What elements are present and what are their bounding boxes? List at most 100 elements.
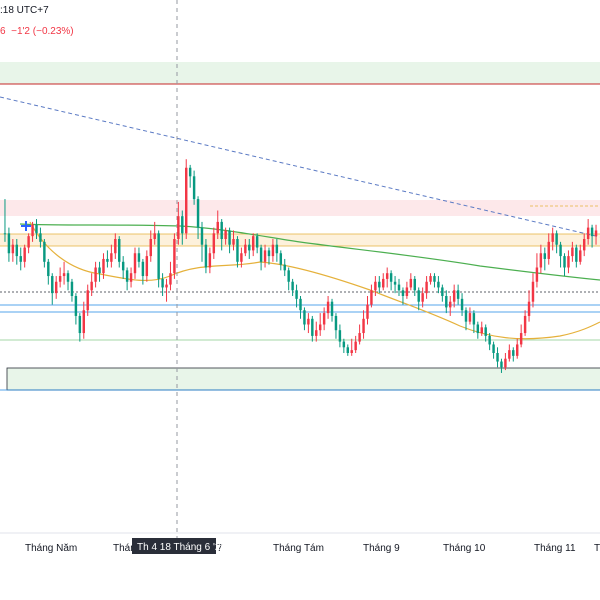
candle-body[interactable] — [240, 253, 243, 262]
candle-body[interactable] — [366, 304, 369, 319]
candle-body[interactable] — [519, 333, 523, 345]
candle-body[interactable] — [177, 216, 180, 239]
candlestick-series[interactable] — [3, 159, 598, 373]
candle-body[interactable] — [551, 233, 554, 242]
candle-body[interactable] — [362, 318, 365, 334]
candle-body[interactable] — [236, 239, 239, 262]
candle-body[interactable] — [165, 284, 168, 288]
candle-body[interactable] — [279, 253, 283, 265]
candle-body[interactable] — [590, 227, 594, 237]
candle-body[interactable] — [110, 253, 113, 262]
candle-body[interactable] — [161, 278, 164, 288]
candle-body[interactable] — [322, 313, 326, 325]
candle-body[interactable] — [547, 241, 550, 259]
candle-body[interactable] — [421, 293, 424, 302]
candle-body[interactable] — [338, 330, 342, 342]
candle-body[interactable] — [78, 315, 82, 334]
candle-body[interactable] — [82, 310, 85, 334]
candle-body[interactable] — [157, 233, 160, 279]
candle-body[interactable] — [220, 221, 223, 239]
candle-body[interactable] — [385, 273, 389, 279]
candle-body[interactable] — [492, 344, 495, 353]
candle-body[interactable] — [255, 236, 259, 248]
candle-body[interactable] — [19, 256, 22, 262]
candle-body[interactable] — [204, 244, 208, 268]
candle-body[interactable] — [330, 301, 334, 316]
candle-body[interactable] — [555, 233, 558, 245]
candle-body[interactable] — [169, 273, 172, 285]
candle-body[interactable] — [62, 273, 66, 277]
candle-body[interactable] — [527, 301, 531, 316]
candle-body[interactable] — [425, 281, 428, 294]
candle-body[interactable] — [571, 247, 574, 257]
candle-body[interactable] — [346, 347, 350, 353]
candle-body[interactable] — [244, 244, 247, 254]
candle-body[interactable] — [248, 244, 251, 251]
candle-body[interactable] — [413, 278, 416, 291]
candle-body[interactable] — [476, 324, 480, 334]
candle-body[interactable] — [259, 247, 263, 262]
candle-body[interactable] — [196, 199, 200, 228]
candle-body[interactable] — [452, 290, 456, 302]
candle-body[interactable] — [149, 239, 152, 257]
candle-body[interactable] — [307, 318, 310, 325]
candle-body[interactable] — [358, 333, 361, 342]
candle-body[interactable] — [535, 267, 539, 282]
candle-body[interactable] — [47, 261, 50, 277]
candle-body[interactable] — [299, 298, 302, 311]
candle-body[interactable] — [405, 287, 409, 296]
candle-body[interactable] — [23, 247, 26, 262]
candle-body[interactable] — [378, 281, 381, 288]
candle-body[interactable] — [66, 273, 70, 282]
candle-body[interactable] — [508, 350, 511, 359]
candle-body[interactable] — [129, 273, 133, 282]
candle-body[interactable] — [326, 301, 330, 314]
candle-body[interactable] — [311, 318, 314, 336]
candle-body[interactable] — [315, 330, 318, 336]
candle-body[interactable] — [118, 239, 121, 262]
candle-body[interactable] — [11, 244, 15, 254]
candle-body[interactable] — [409, 278, 413, 288]
candle-body[interactable] — [594, 230, 598, 237]
candle-body[interactable] — [480, 327, 483, 334]
candle-body[interactable] — [94, 267, 97, 282]
candle-body[interactable] — [575, 247, 578, 262]
candle-body[interactable] — [74, 296, 78, 316]
candle-body[interactable] — [102, 258, 105, 274]
candle-body[interactable] — [228, 230, 231, 245]
candle-body[interactable] — [192, 176, 196, 200]
candle-body[interactable] — [449, 301, 452, 308]
candle-body[interactable] — [350, 350, 353, 353]
candle-body[interactable] — [563, 256, 566, 268]
candle-body[interactable] — [251, 236, 255, 251]
candle-body[interactable] — [397, 284, 401, 291]
candle-body[interactable] — [181, 216, 184, 234]
candle-body[interactable] — [137, 253, 141, 262]
candle-body[interactable] — [586, 227, 590, 239]
candle-body[interactable] — [382, 278, 385, 288]
candle-body[interactable] — [433, 276, 436, 282]
candle-body[interactable] — [303, 310, 306, 325]
candle-body[interactable] — [224, 230, 227, 239]
candle-body[interactable] — [70, 281, 74, 296]
candle-body[interactable] — [133, 253, 137, 274]
candle-body[interactable] — [173, 239, 176, 274]
candle-body[interactable] — [354, 341, 357, 351]
candle-body[interactable] — [437, 281, 440, 288]
candle-body[interactable] — [579, 250, 582, 262]
candle-body[interactable] — [106, 258, 109, 262]
candle-body[interactable] — [460, 298, 464, 311]
candle-body[interactable] — [208, 253, 212, 268]
candle-body[interactable] — [582, 239, 586, 251]
candle-body[interactable] — [504, 358, 507, 368]
candle-body[interactable] — [445, 296, 448, 308]
candle-body[interactable] — [374, 281, 377, 291]
candle-body[interactable] — [188, 167, 192, 177]
candle-body[interactable] — [417, 290, 420, 302]
candle-body[interactable] — [429, 276, 432, 282]
candle-body[interactable] — [500, 361, 503, 368]
candle-body[interactable] — [114, 239, 117, 254]
candle-body[interactable] — [291, 281, 294, 291]
candle-body[interactable] — [441, 287, 444, 296]
